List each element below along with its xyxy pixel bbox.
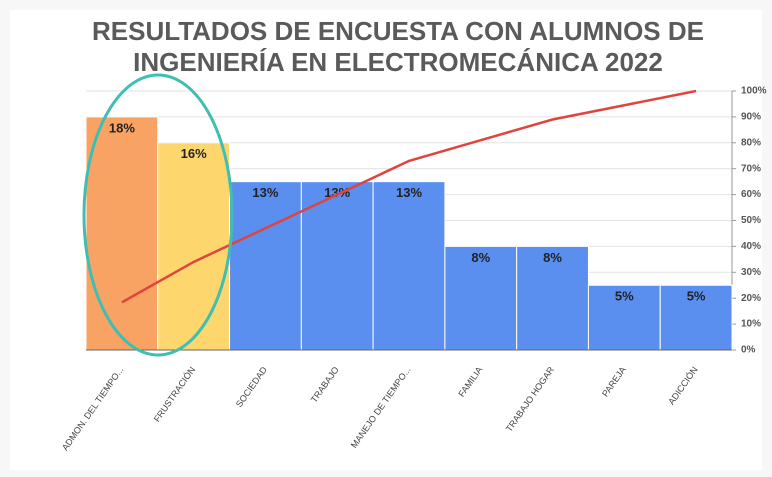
highlight-ellipse (82, 73, 234, 357)
bar (85, 116, 159, 351)
bar (300, 181, 374, 351)
y2-tick-label: 70% (741, 163, 761, 174)
bar (229, 181, 302, 351)
y2-tick-label: 50% (741, 215, 761, 226)
data-label: 5% (615, 289, 634, 304)
data-label: 13% (252, 185, 278, 200)
data-label: 13% (396, 185, 422, 200)
y2-tick-label: 60% (741, 189, 761, 200)
data-label: 8% (471, 250, 490, 265)
bar (587, 284, 661, 351)
y2-tick-label: 20% (741, 293, 761, 304)
y2-tick-label: 100% (741, 86, 767, 97)
bar (516, 245, 589, 351)
chart-title: INGENIERÍA EN ELECTROMECÁNICA 2022 (133, 47, 663, 77)
bar (372, 181, 446, 351)
data-label: 18% (109, 120, 135, 135)
data-label: 5% (687, 289, 706, 304)
y2-tick-label: 10% (741, 319, 761, 330)
cumulative-line (121, 89, 697, 304)
y2-tick-label: 90% (741, 112, 761, 123)
bar (444, 245, 518, 351)
y2-tick-label: 0% (741, 345, 756, 356)
y2-tick-label: 80% (741, 137, 761, 148)
chart-title: RESULTADOS DE ENCUESTA CON ALUMNOS DE (92, 16, 704, 46)
data-label: 16% (181, 146, 207, 161)
bar (659, 284, 733, 351)
data-label: 8% (543, 250, 562, 265)
bar (157, 142, 231, 351)
y2-tick-label: 40% (741, 241, 761, 252)
y2-tick-label: 30% (741, 267, 761, 278)
